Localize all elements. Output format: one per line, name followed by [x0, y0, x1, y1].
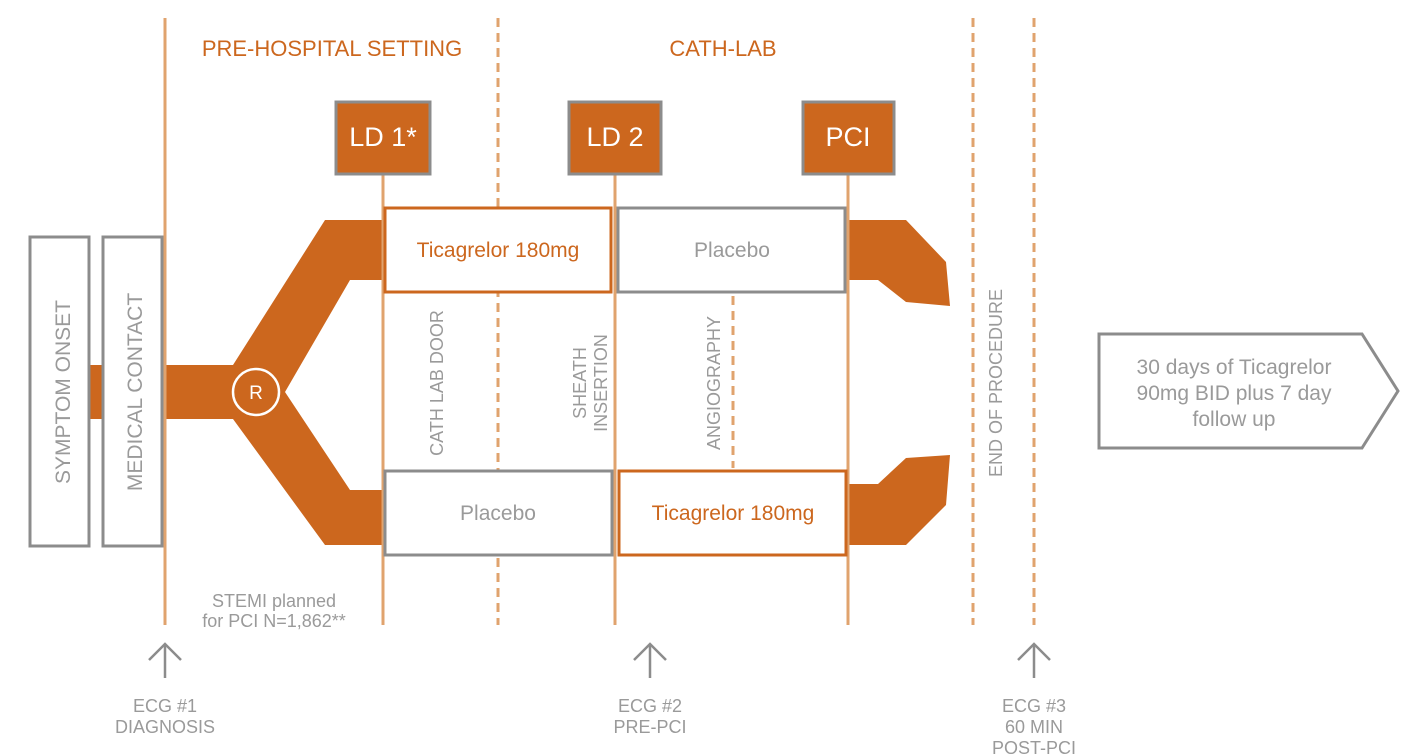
event-angiography: ANGIOGRAPHY: [704, 316, 724, 450]
milestone-ld2-label: LD 2: [586, 122, 643, 152]
population-line1: STEMI planned: [212, 591, 336, 611]
milestone-ld2: LD 2: [567, 100, 663, 176]
arm-bottom-second-label: Ticagrelor 180mg: [652, 502, 815, 525]
milestone-ld1-box: [334, 100, 432, 176]
symptom-onset-label: SYMPTOM ONSET: [52, 300, 75, 484]
follow-up-line2: 90mg BID plus 7 day: [1137, 382, 1332, 405]
ecg3-line1: ECG #3: [1002, 696, 1066, 716]
follow-up-line1: 30 days of Ticagrelor: [1137, 356, 1332, 379]
event-end-of-procedure: END OF PROCEDURE: [986, 289, 1006, 477]
event-sheath-line1: SHEATH: [570, 347, 590, 419]
bottom-exit-arrow: [848, 455, 950, 545]
onset-connector: [89, 365, 103, 419]
top-exit-arrow: [848, 220, 950, 306]
milestone-ld2-box: [567, 100, 663, 176]
section-pre-hospital: PRE-HOSPITAL SETTING: [202, 36, 462, 61]
medical-contact-label: MEDICAL CONTACT: [124, 293, 147, 492]
follow-up-arrow-box: [1097, 332, 1400, 450]
follow-up-line3: follow up: [1193, 408, 1276, 431]
ecg-arrows: [148, 642, 1051, 678]
ecg3-line2: 60 MIN: [1005, 717, 1063, 737]
milestone-pci-box: [801, 100, 896, 176]
timeline-lines: [163, 18, 1036, 625]
arm-top-second-box: [616, 206, 847, 294]
milestone-ld1: LD 1*: [334, 100, 432, 176]
arm-top-first-label: Ticagrelor 180mg: [417, 239, 580, 262]
ecg2-line1: ECG #2: [618, 696, 682, 716]
arm-bottom-first-box: [383, 469, 614, 557]
milestone-pci-label: PCI: [825, 122, 870, 152]
ecg2-up-arrow-icon: [633, 642, 667, 678]
population-line2: for PCI N=1,862**: [202, 611, 346, 631]
arm-top-first-box: [383, 206, 613, 294]
medical-contact-box: [101, 235, 164, 548]
arm-bottom-second-box: [617, 469, 848, 557]
ecg3-line3: POST-PCI: [992, 738, 1076, 756]
event-sheath-line2: INSERTION: [591, 334, 611, 432]
arm-top-second-label: Placebo: [694, 239, 770, 262]
symptom-onset-box: [28, 235, 91, 548]
randomization-circle: [231, 367, 281, 417]
milestone-pci: PCI: [801, 100, 896, 176]
arm-bottom-first-label: Placebo: [460, 502, 536, 525]
ecg1-line1: ECG #1: [133, 696, 197, 716]
event-cath-lab-door: CATH LAB DOOR: [427, 310, 447, 456]
randomization-label: R: [249, 383, 263, 404]
section-cath-lab: CATH-LAB: [669, 36, 776, 61]
ecg2-line2: PRE-PCI: [613, 717, 686, 737]
ecg1-line2: DIAGNOSIS: [115, 717, 215, 737]
milestone-ld1-label: LD 1*: [349, 122, 417, 152]
ecg1-up-arrow-icon: [148, 642, 182, 678]
ecg3-up-arrow-icon: [1017, 642, 1051, 678]
